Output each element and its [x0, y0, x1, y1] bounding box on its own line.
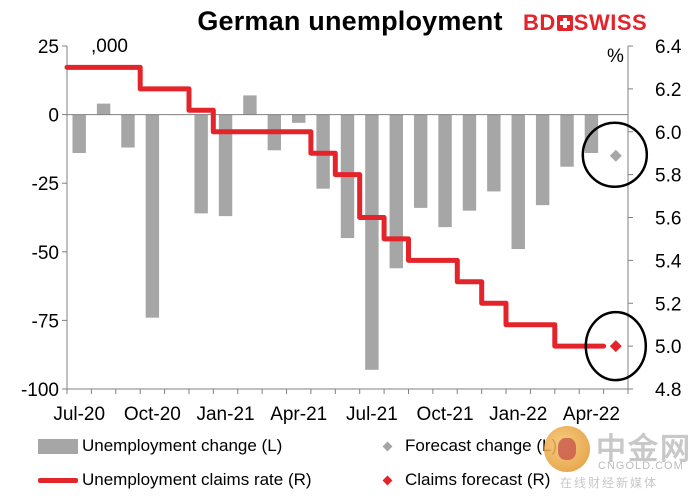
chart-title: German unemployment: [197, 6, 503, 36]
right-tick-label: 6.4: [655, 37, 682, 58]
right-axis-unit: %: [607, 46, 624, 67]
bar: [292, 114, 306, 123]
bar: [96, 103, 111, 115]
legend-swatch-diamond: [382, 475, 393, 485]
x-tick-label: Jan-21: [196, 404, 254, 425]
right-tick-label: 6.2: [655, 80, 681, 101]
claims-rate-line: [64, 64, 607, 349]
watermark: 中金网 CNGOLD.COM 在线财经新媒体: [540, 422, 700, 499]
left-tick-label: 25: [38, 37, 59, 58]
left-tick-label: 0: [48, 106, 59, 127]
bar: [438, 114, 452, 228]
x-tick-label: Jul-20: [53, 404, 105, 425]
x-tick-label: Apr-22: [563, 404, 620, 425]
bar: [145, 114, 160, 318]
bar: [535, 114, 550, 206]
bar: [413, 114, 428, 208]
right-tick-label: 6.0: [655, 123, 681, 144]
legend-swatch-bar: [38, 438, 78, 454]
watermark-badge-icon: [544, 426, 590, 472]
bar: [365, 114, 379, 370]
legend-swatch-line: [38, 477, 78, 483]
left-tick-label: -50: [32, 243, 59, 264]
legend-label: Unemployment claims rate (R): [82, 470, 312, 489]
bar: [72, 114, 86, 154]
watermark-url: CNGOLD.COM: [598, 460, 684, 472]
bar: [218, 114, 233, 217]
bar: [560, 114, 574, 167]
left-tick-label: -100: [21, 380, 59, 401]
bar: [194, 114, 208, 214]
watermark-cn: 中金网: [596, 433, 692, 466]
brand-logo-right: SWISS: [573, 10, 648, 35]
right-tick-label: 4.8: [655, 380, 681, 401]
right-tick-label: 5.6: [655, 209, 681, 230]
legend-item-claims-forecast: Claims forecast (R): [376, 470, 550, 490]
legend-swatch-diamond: [382, 441, 393, 451]
legend-item-claims-rate: Unemployment claims rate (R): [38, 470, 312, 490]
x-tick-label: Jan-22: [489, 404, 547, 425]
right-tick-label: 5.2: [655, 294, 681, 315]
legend-item-unemployment-change: Unemployment change (L): [38, 436, 282, 456]
legend-label: Forecast change (L): [405, 436, 558, 455]
x-tick-label: Jul-21: [346, 404, 398, 425]
watermark-sub: 在线财经新媒体: [560, 476, 659, 490]
swiss-cross-icon: [556, 15, 573, 31]
right-tick-label: 5.8: [655, 166, 681, 187]
claims-highlight-circle: [584, 310, 648, 382]
legend-label: Claims forecast (R): [405, 470, 551, 489]
brand-logo-left: BD: [523, 10, 556, 35]
forecast-change-marker: [609, 149, 622, 162]
claims-forecast-marker: [609, 340, 622, 353]
x-tick-label: Oct-21: [417, 404, 474, 425]
legend-item-forecast-change: Forecast change (L): [376, 436, 557, 456]
bar: [121, 114, 135, 148]
bar: [487, 114, 501, 192]
x-tick-label: Oct-20: [124, 404, 181, 425]
bar: [389, 114, 403, 269]
left-tick-label: -75: [32, 311, 59, 332]
right-tick-label: 5.0: [655, 337, 681, 358]
bar: [462, 114, 477, 211]
right-tick-label: 5.4: [655, 251, 682, 272]
brand-logo: BD SWISS: [523, 10, 647, 36]
legend-label: Unemployment change (L): [82, 436, 283, 455]
x-tick-label: Apr-21: [270, 404, 327, 425]
left-axis-unit: ,000: [91, 36, 128, 57]
forecast-highlight-circle: [581, 121, 649, 189]
bar: [511, 114, 525, 250]
left-tick-label: -25: [32, 174, 59, 195]
bar: [243, 95, 257, 115]
